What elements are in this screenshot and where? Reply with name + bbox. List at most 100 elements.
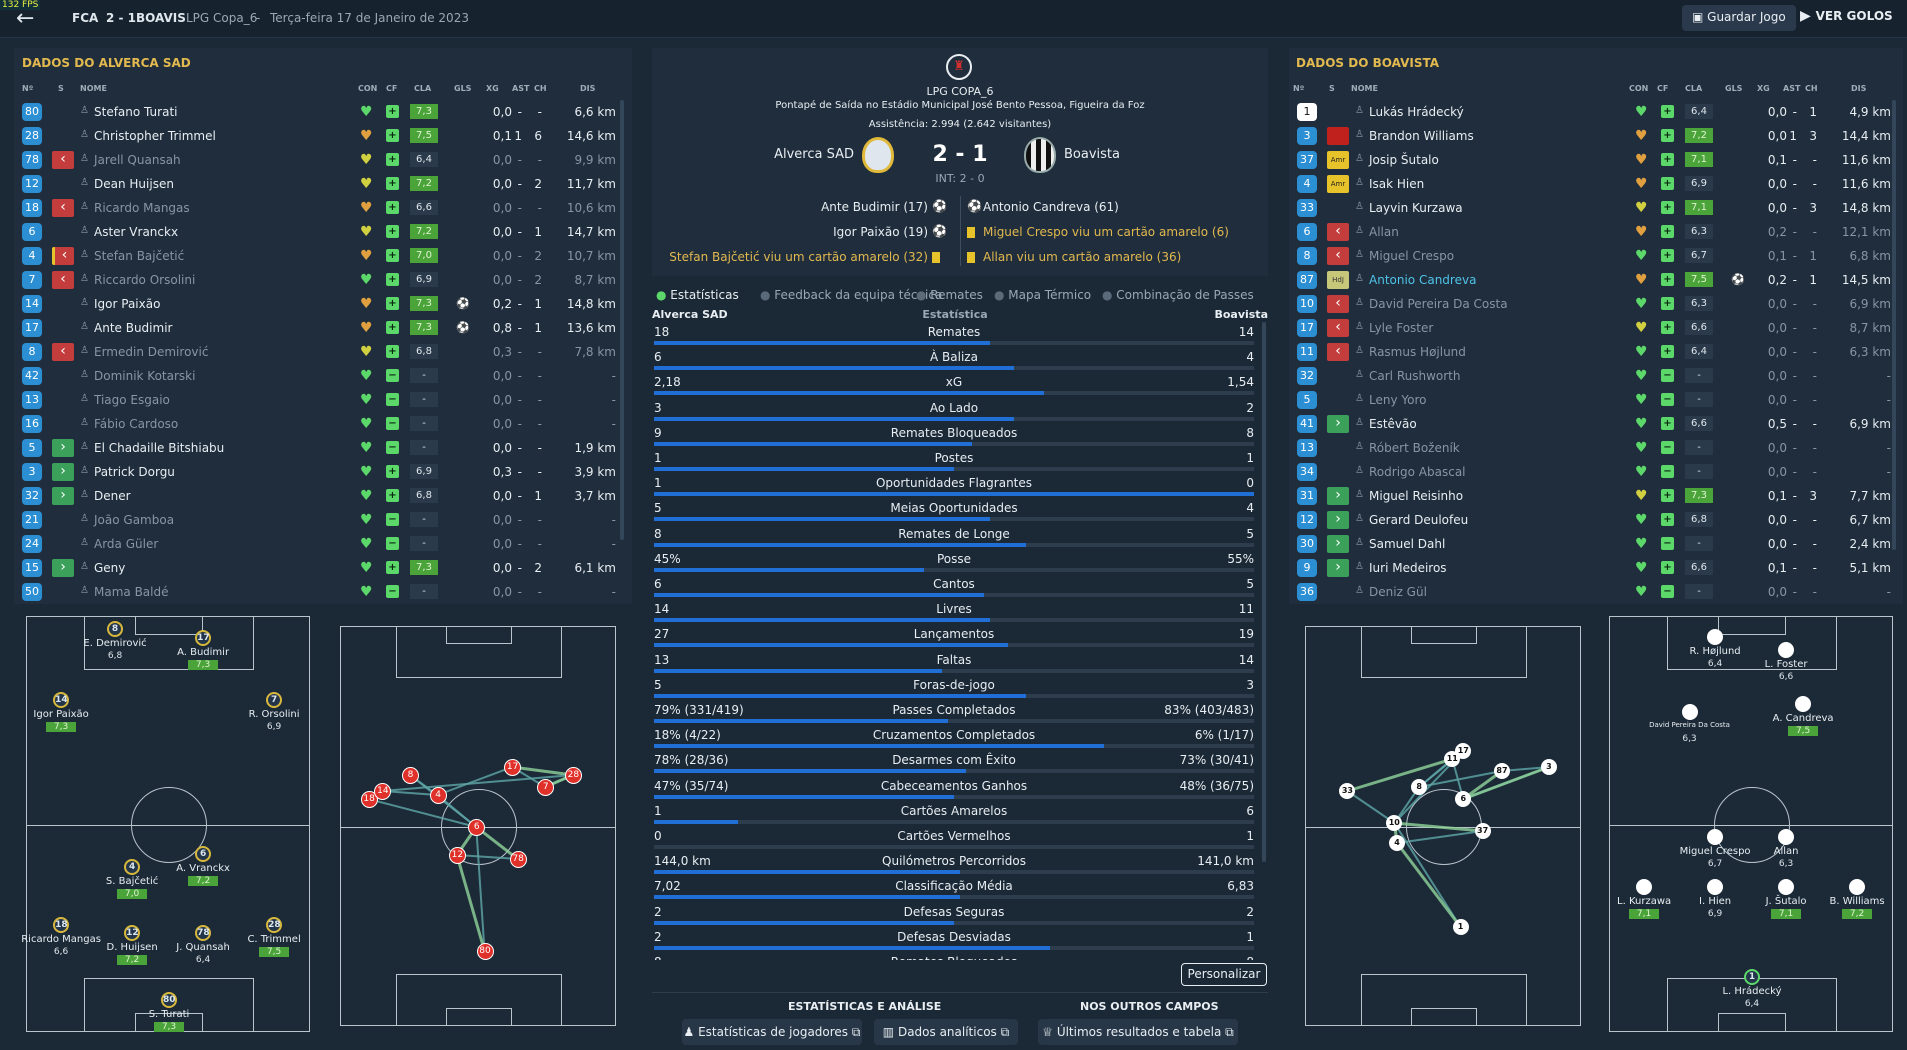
player-dot[interactable]: 78 xyxy=(195,925,212,942)
player-dot[interactable]: 4 xyxy=(124,858,141,875)
tab-2[interactable]: ● Remates xyxy=(916,288,983,302)
passmap-node[interactable]: 3 xyxy=(1540,759,1557,775)
col-header-ch[interactable]: CH xyxy=(534,84,547,93)
away-team-name[interactable]: Boavista xyxy=(1064,147,1120,162)
col-header-con[interactable]: CON xyxy=(1629,84,1649,93)
player-dot[interactable] xyxy=(1681,704,1698,721)
player-name[interactable]: Jarell Quansah xyxy=(94,153,181,167)
col-header-cf[interactable]: CF xyxy=(386,84,398,93)
col-header-name[interactable]: NOME xyxy=(1351,84,1378,93)
home-scrollbar[interactable] xyxy=(620,100,624,540)
player-row[interactable]: 87 HdJ ♙ Antonio Candreva ♥ +7,5 ⚽ 0,2-1 14,5 km xyxy=(1289,268,1899,292)
player-row[interactable]: 4 Amr ♙ Isak Hien ♥ +6,9 0,0- -11,6 km xyxy=(1289,172,1899,196)
player-row[interactable]: 6 ♙ Aster Vranckx ♥ +7,2 0,0-1 14,7 km xyxy=(14,220,624,244)
player-name[interactable]: Dener xyxy=(94,489,131,503)
player-dot[interactable] xyxy=(1778,829,1795,845)
player-row[interactable]: 5 › ♙ El Chadaille Bitshiabu ♥ − -0,0- -1,9 km xyxy=(14,436,624,460)
player-name[interactable]: Tiago Esgaio xyxy=(94,393,170,407)
player-row[interactable]: 32 ♙ Carl Rushworth ♥ − -0,0- - - xyxy=(1289,364,1899,388)
player-row[interactable]: 24 ♙ Arda Güler ♥ − -0,0- - - xyxy=(14,532,624,556)
col-header-cf[interactable]: CF xyxy=(1657,84,1669,93)
col-header-n[interactable]: Nº xyxy=(1293,84,1305,93)
player-row[interactable]: 21 ♙ João Gamboa ♥ − -0,0- - - xyxy=(14,508,624,532)
player-name[interactable]: Arda Güler xyxy=(94,537,159,551)
player-row[interactable]: 3 ♙ Brandon Williams ♥ +7,2 0,0 1 3 14,4 km xyxy=(1289,124,1899,148)
player-row[interactable]: 42 ♙ Dominik Kotarski ♥ − -0,0- - - xyxy=(14,364,624,388)
col-header-gls[interactable]: GLS xyxy=(454,84,472,93)
player-name[interactable]: Brandon Williams xyxy=(1369,129,1474,143)
player-dot[interactable] xyxy=(1636,878,1653,895)
player-name[interactable]: Miguel Crespo xyxy=(1369,249,1455,263)
player-row[interactable]: 13 ♙ Tiago Esgaio ♥ − -0,0- - - xyxy=(14,388,624,412)
col-header-xg[interactable]: XG xyxy=(486,84,499,93)
player-dot[interactable]: 1 xyxy=(1744,969,1760,985)
tab-0[interactable]: ● Estatísticas xyxy=(656,288,739,302)
player-name[interactable]: Antonio Candreva xyxy=(1369,273,1477,287)
player-dot[interactable]: 17 xyxy=(195,629,212,646)
back-arrow-icon[interactable]: ← xyxy=(16,6,35,31)
col-header-gls[interactable]: GLS xyxy=(1725,84,1743,93)
latest-results-button[interactable]: ♕ Últimos resultados e tabela ⧉ xyxy=(1038,1019,1238,1045)
player-row[interactable]: 80 ♙ Stefano Turati ♥ +7,3 0,0- -6,6 km xyxy=(14,100,624,124)
player-name[interactable]: Carl Rushworth xyxy=(1369,369,1461,383)
player-name[interactable]: Josip Šutalo xyxy=(1369,153,1439,167)
player-name[interactable]: Lyle Foster xyxy=(1369,321,1434,335)
player-name[interactable]: Estêvão xyxy=(1369,417,1417,431)
player-row[interactable]: 12 ♙ Dean Huijsen ♥ +7,2 0,0-2 11,7 km xyxy=(14,172,624,196)
player-name[interactable]: Christopher Trimmel xyxy=(94,129,216,143)
col-header-ch[interactable]: CH xyxy=(1805,84,1818,93)
passmap-node[interactable]: 17 xyxy=(504,759,522,776)
tab-4[interactable]: ● Combinação de Passes xyxy=(1102,288,1254,302)
player-row[interactable]: 1 ♙ Lukás Hrádecký ♥ +6,4 0,0-1 4,9 km xyxy=(1289,100,1899,124)
player-row[interactable]: 31 › ♙ Miguel Reisinho ♥ +7,3 0,1-3 7,7 km xyxy=(1289,484,1899,508)
player-row[interactable]: 7 ‹ ♙ Riccardo Orsolini ♥ +6,9 0,0-2 8,7 km xyxy=(14,268,624,292)
passmap-node[interactable]: 4 xyxy=(429,787,447,804)
player-row[interactable]: 37 Amr ♙ Josip Šutalo ♥ +7,1 0,1- -11,6 km xyxy=(1289,148,1899,172)
player-name[interactable]: Rasmus Højlund xyxy=(1369,345,1466,359)
player-dot[interactable]: 80 xyxy=(161,991,177,1008)
player-dot[interactable] xyxy=(1707,629,1724,646)
player-name[interactable]: Róbert Boženík xyxy=(1369,441,1460,455)
player-row[interactable]: 33 ♙ Layvin Kurzawa ♥ +7,1 0,0-3 14,8 km xyxy=(1289,196,1899,220)
player-name[interactable]: Layvin Kurzawa xyxy=(1369,201,1463,215)
player-row[interactable]: 14 ♙ Igor Paixão ♥ +7,3 ⚽ 0,2-1 14,8 km xyxy=(14,292,624,316)
col-header-dis[interactable]: DIS xyxy=(1851,84,1867,93)
player-name[interactable]: Ante Budimir xyxy=(94,321,173,335)
player-dot[interactable]: 14 xyxy=(53,692,70,709)
passmap-node[interactable]: 8 xyxy=(402,767,419,784)
passmap-node[interactable]: 33 xyxy=(1339,783,1356,799)
home-team-name[interactable]: Alverca SAD xyxy=(774,147,854,162)
player-name[interactable]: Dean Huijsen xyxy=(94,177,174,191)
player-name[interactable]: Igor Paixão xyxy=(94,297,161,311)
player-name[interactable]: Lukás Hrádecký xyxy=(1369,105,1464,119)
passmap-node[interactable]: 17 xyxy=(1455,743,1472,759)
player-row[interactable]: 3 › ♙ Patrick Dorgu ♥ +6,9 0,3- -3,9 km xyxy=(14,460,624,484)
player-dot[interactable] xyxy=(1849,878,1866,895)
player-name[interactable]: Patrick Dorgu xyxy=(94,465,175,479)
player-dot[interactable]: 12 xyxy=(124,925,141,942)
player-name[interactable]: Gerard Deulofeu xyxy=(1369,513,1469,527)
player-row[interactable]: 50 ♙ Mama Baldé ♥ − -0,0- - - xyxy=(14,580,624,604)
player-row[interactable]: 4 ‹ ♙ Stefan Bajčetić ♥ +7,0 0,0-2 10,7 km xyxy=(14,244,624,268)
passmap-node[interactable]: 12 xyxy=(448,847,466,864)
player-row[interactable]: 34 ♙ Rodrigo Abascal ♥ − -0,0- - - xyxy=(1289,460,1899,484)
passmap-node[interactable]: 4 xyxy=(1389,835,1406,851)
away-scrollbar[interactable] xyxy=(1892,100,1896,550)
save-game-button[interactable]: ▣ Guardar Jogo xyxy=(1682,5,1796,31)
player-name[interactable]: Stefano Turati xyxy=(94,105,178,119)
player-name[interactable]: Ricardo Mangas xyxy=(94,201,190,215)
player-row[interactable]: 15 › ♙ Geny ♥ +7,3 0,0-2 6,1 km xyxy=(14,556,624,580)
player-name[interactable]: Ermedin Demirović xyxy=(94,345,209,359)
player-name[interactable]: El Chadaille Bitshiabu xyxy=(94,441,225,455)
passmap-node[interactable]: 14 xyxy=(374,783,392,800)
col-header-xg[interactable]: XG xyxy=(1757,84,1770,93)
player-row[interactable]: 13 ♙ Róbert Boženík ♥ − -0,0- - - xyxy=(1289,436,1899,460)
player-row[interactable]: 11 ‹ ♙ Rasmus Højlund ♥ +6,4 0,0- -6,3 km xyxy=(1289,340,1899,364)
player-dot[interactable] xyxy=(1795,695,1812,712)
passmap-node[interactable]: 6 xyxy=(468,819,486,836)
personalize-button[interactable]: Personalizar xyxy=(1181,963,1267,986)
passmap-node[interactable]: 6 xyxy=(1455,791,1472,807)
player-name[interactable]: João Gamboa xyxy=(94,513,175,527)
player-row[interactable]: 32 › ♙ Dener ♥ +6,8 0,0-1 3,7 km xyxy=(14,484,624,508)
passmap-node[interactable]: 28 xyxy=(564,767,582,784)
